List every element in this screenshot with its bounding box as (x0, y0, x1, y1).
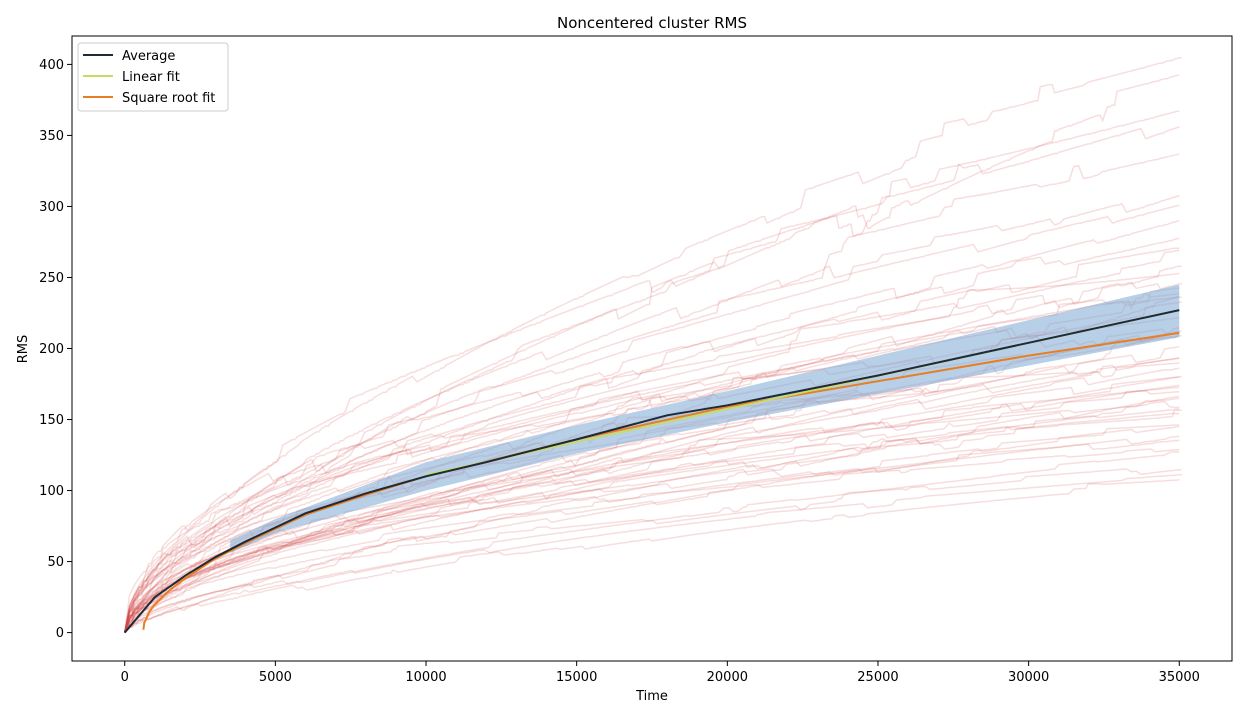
std-band (230, 284, 1180, 554)
y-tick-label: 100 (39, 484, 64, 499)
legend: Average Linear fit Square root fit (77, 42, 229, 112)
background-run-line (124, 451, 1180, 634)
background-run-line (124, 367, 1180, 633)
background-run-line (124, 468, 1182, 634)
background-run-line (123, 57, 1182, 633)
background-run-line (123, 281, 1182, 633)
background-run-line (123, 249, 1180, 633)
y-tick-label: 150 (39, 413, 64, 428)
background-run-line (124, 375, 1182, 633)
background-run-line (124, 425, 1180, 634)
x-tick-label: 5000 (259, 670, 292, 685)
y-tick-label: 250 (39, 271, 64, 286)
background-run-line (123, 73, 1180, 633)
background-run-line (123, 292, 1180, 633)
y-axis-ticks: 0 50 100 150 200 250 300 350 400 (39, 58, 72, 641)
background-run-line (124, 474, 1182, 633)
background-run-line (124, 479, 1180, 634)
std-band-area (230, 284, 1180, 554)
background-run-line (123, 384, 1180, 633)
x-axis-ticks: 0 5000 10000 15000 20000 25000 30000 35000 (121, 661, 1200, 685)
x-tick-label: 30000 (1008, 670, 1049, 685)
y-tick-label: 50 (47, 555, 64, 570)
background-run-line (123, 412, 1180, 633)
background-run-line (123, 376, 1180, 633)
y-tick-label: 300 (39, 200, 64, 215)
y-tick-label: 0 (56, 626, 64, 641)
background-run-line (123, 397, 1180, 633)
background-run-line (123, 153, 1180, 633)
background-run-line (123, 110, 1180, 633)
series-lines (123, 309, 1180, 634)
background-run-line (123, 400, 1180, 633)
chart-title: Noncentered cluster RMS (557, 14, 747, 32)
background-run-line (123, 424, 1180, 633)
x-tick-label: 20000 (707, 670, 748, 685)
x-tick-label: 10000 (405, 670, 446, 685)
background-run-line (124, 126, 1180, 634)
background-run-line (123, 286, 1180, 633)
background-run-line (123, 408, 1180, 633)
background-run-line (123, 448, 1180, 633)
y-tick-label: 350 (39, 129, 64, 144)
y-axis-label: RMS (16, 335, 31, 364)
background-run-line (123, 439, 1180, 633)
legend-entry: Average (122, 49, 175, 64)
background-run-line (123, 219, 1180, 633)
background-run-line (123, 237, 1180, 633)
background-run-line (124, 345, 1180, 633)
x-tick-label: 35000 (1159, 670, 1200, 685)
series-line-average (123, 309, 1180, 634)
background-run-line (124, 435, 1180, 633)
x-tick-label: 0 (121, 670, 129, 685)
background-run-line (123, 194, 1180, 633)
legend-entry: Linear fit (122, 70, 180, 85)
x-tick-label: 25000 (857, 670, 898, 685)
background-run-line (123, 247, 1180, 633)
background-run-line (123, 409, 1182, 633)
background-run-line (124, 333, 1180, 634)
y-tick-label: 200 (39, 342, 64, 357)
background-run-line (123, 389, 1180, 633)
x-tick-label: 15000 (556, 670, 597, 685)
legend-box (77, 42, 229, 112)
x-axis-label: Time (635, 689, 668, 704)
background-run-line (123, 386, 1180, 633)
legend-entry: Square root fit (122, 91, 215, 106)
background-run-line (124, 395, 1180, 634)
background-run-line (123, 204, 1180, 633)
y-tick-label: 400 (39, 58, 64, 73)
background-run-line (123, 272, 1180, 633)
